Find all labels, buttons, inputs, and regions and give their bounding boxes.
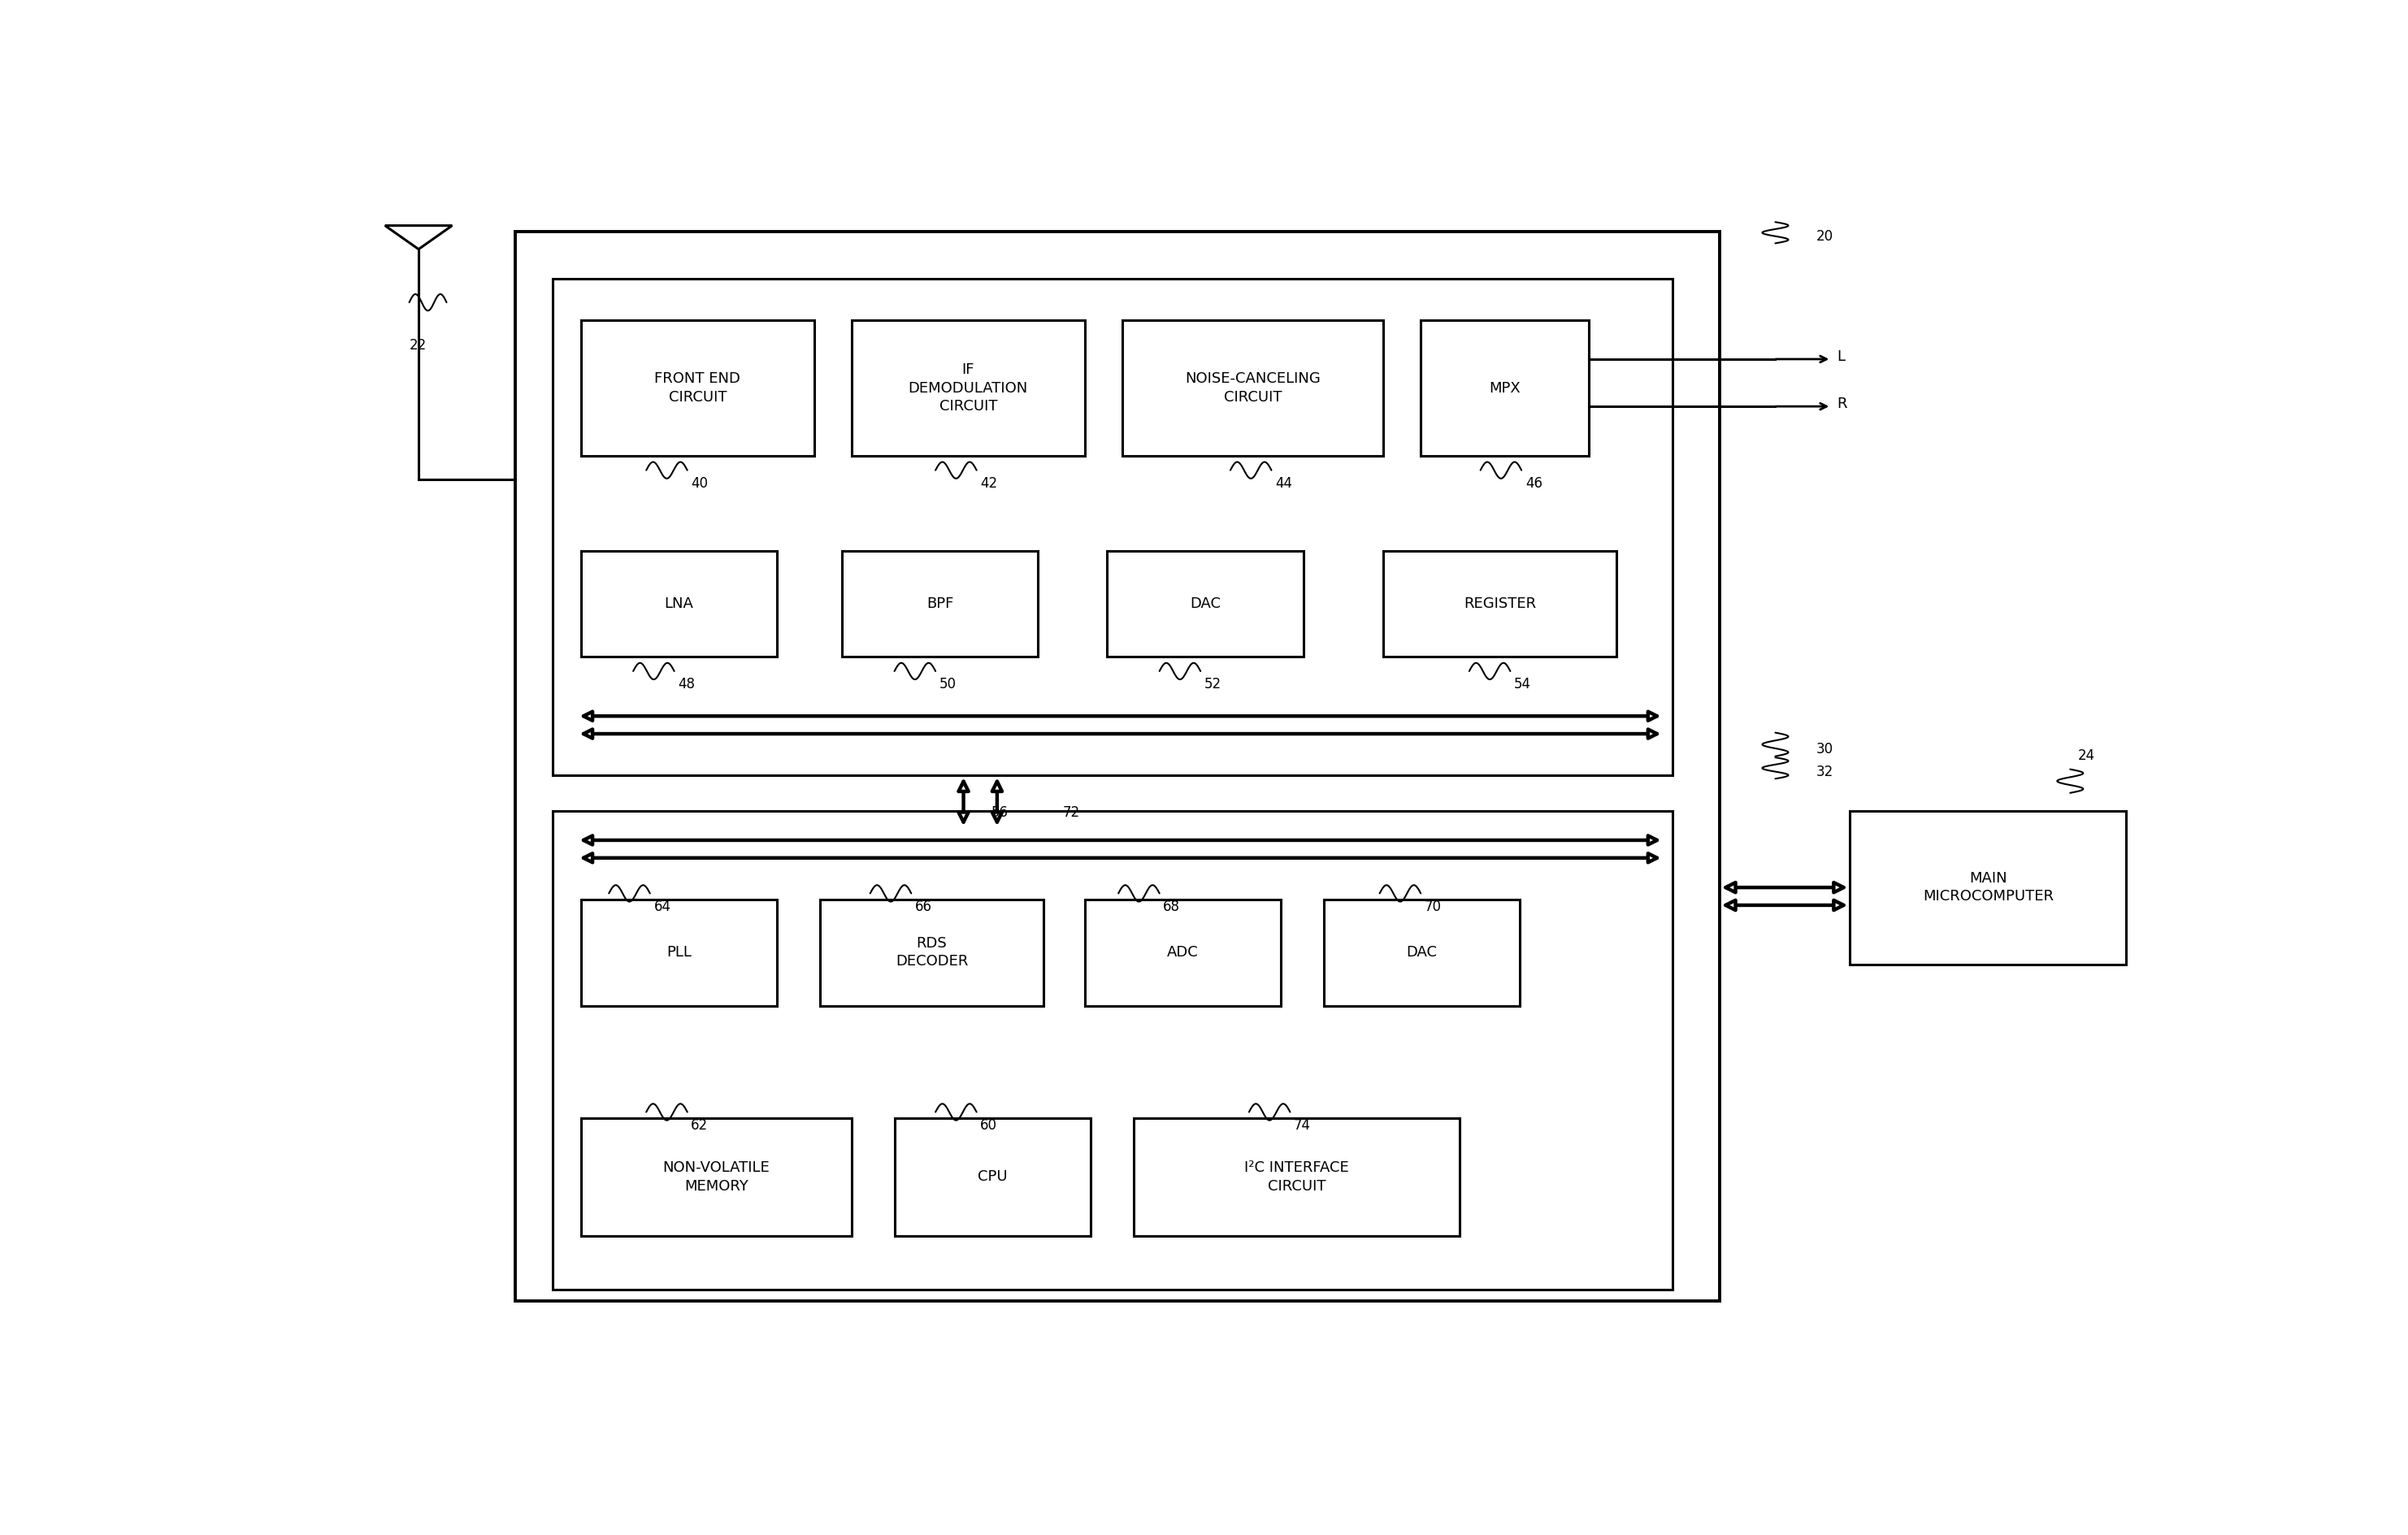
Bar	[580, 900, 778, 1005]
Text: RDS
DECODER: RDS DECODER	[896, 936, 968, 969]
Text: 66: 66	[915, 900, 932, 913]
Text: 22: 22	[409, 338, 426, 353]
Text: 72: 72	[1062, 806, 1079, 820]
Text: NON-VOLATILE
MEMORY: NON-VOLATILE MEMORY	[662, 1160, 771, 1193]
Text: 20: 20	[1816, 229, 1832, 244]
Text: FRONT END
CIRCUIT: FRONT END CIRCUIT	[655, 371, 742, 404]
Text: 70: 70	[1426, 900, 1442, 913]
Bar	[554, 279, 1674, 775]
Bar	[1108, 551, 1303, 657]
Text: 56: 56	[992, 806, 1009, 820]
Text: 74: 74	[1293, 1117, 1310, 1133]
Bar	[580, 321, 814, 456]
Text: 64: 64	[653, 900, 672, 913]
Text: ADC: ADC	[1168, 946, 1199, 959]
Text: CPU: CPU	[978, 1170, 1007, 1185]
Bar	[1382, 551, 1616, 657]
Text: 62: 62	[691, 1117, 708, 1133]
Bar	[893, 1117, 1091, 1236]
Text: 30: 30	[1816, 741, 1832, 757]
Text: R: R	[1837, 396, 1847, 411]
Text: L: L	[1837, 350, 1845, 364]
Text: 54: 54	[1515, 677, 1531, 692]
Bar	[1421, 321, 1589, 456]
Text: 48: 48	[679, 677, 696, 692]
Text: MAIN
MICROCOMPUTER: MAIN MICROCOMPUTER	[1922, 872, 2054, 904]
Text: 68: 68	[1163, 900, 1180, 913]
Text: MPX: MPX	[1488, 381, 1519, 396]
Text: 60: 60	[980, 1117, 997, 1133]
Bar	[1122, 321, 1385, 456]
Bar	[852, 321, 1086, 456]
Text: I²C INTERFACE
CIRCUIT: I²C INTERFACE CIRCUIT	[1245, 1160, 1348, 1193]
Bar	[1086, 900, 1281, 1005]
Bar	[1849, 810, 2126, 964]
Bar	[580, 1117, 852, 1236]
Text: LNA: LNA	[665, 597, 694, 611]
Text: DAC: DAC	[1190, 597, 1221, 611]
Text: PLL: PLL	[667, 946, 691, 959]
Text: IF
DEMODULATION
CIRCUIT: IF DEMODULATION CIRCUIT	[908, 362, 1028, 413]
Text: 52: 52	[1204, 677, 1221, 692]
Text: 44: 44	[1276, 476, 1293, 491]
Text: NOISE-CANCELING
CIRCUIT: NOISE-CANCELING CIRCUIT	[1185, 371, 1320, 404]
Text: REGISTER: REGISTER	[1464, 597, 1536, 611]
Bar	[1134, 1117, 1459, 1236]
Bar	[580, 551, 778, 657]
Bar	[843, 551, 1038, 657]
Bar	[819, 900, 1043, 1005]
Text: 50: 50	[939, 677, 956, 692]
Text: DAC: DAC	[1406, 946, 1438, 959]
Text: 46: 46	[1524, 476, 1541, 491]
Text: BPF: BPF	[927, 597, 954, 611]
Text: 24: 24	[2078, 749, 2095, 763]
Text: 42: 42	[980, 476, 997, 491]
Bar	[554, 810, 1674, 1289]
Bar	[1324, 900, 1519, 1005]
Text: 40: 40	[691, 476, 708, 491]
Text: 32: 32	[1816, 764, 1832, 778]
Bar	[515, 232, 1719, 1302]
